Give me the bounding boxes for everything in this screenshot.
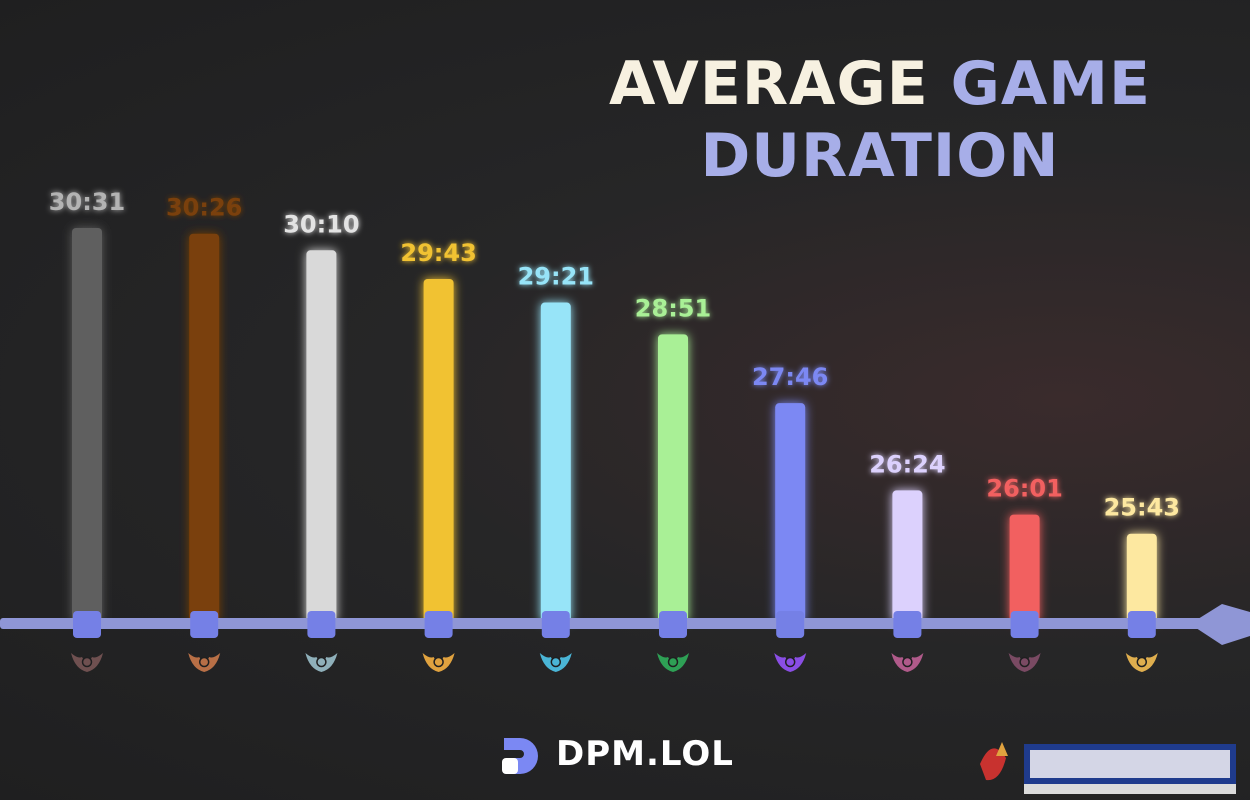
axis-marker-iron-emblem: [73, 611, 101, 638]
master-emblem-icon: [891, 653, 924, 672]
bronze-emblem-icon: [188, 653, 221, 672]
axis-marker-silver-emblem: [307, 611, 336, 638]
bar-bronze-emblem: [189, 233, 220, 622]
title-part-game-duration: GAME DURATION: [700, 49, 1151, 191]
bar-challenger-emblem: [1126, 533, 1157, 622]
chart-title: AVERAGE GAME DURATION: [560, 48, 1200, 192]
axis-marker-challenger-emblem: [1127, 611, 1156, 638]
bar-grandmaster-emblem: [1009, 514, 1040, 622]
gold-emblem-icon: [422, 653, 455, 672]
value-label-bronze-emblem: 30:26: [166, 194, 242, 222]
value-label-platinum-emblem: 29:21: [518, 263, 594, 291]
challenger-emblem-icon: [1125, 653, 1158, 672]
value-label-iron-emblem: 30:31: [49, 188, 125, 216]
axis-marker-emerald-emblem: [659, 611, 687, 638]
axis-marker-gold-emblem: [424, 611, 453, 638]
value-label-challenger-emblem: 25:43: [1104, 494, 1180, 522]
platinum-emblem-icon: [539, 653, 572, 672]
x-axis-arrow-head: [1190, 604, 1250, 645]
bar-chart: 30:31 30:26 30:10 29:43 29:21 28:51 27:46 26:24…: [0, 188, 1250, 672]
axis-marker-bronze-emblem: [190, 611, 219, 638]
emerald-emblem-icon: [657, 653, 689, 672]
diamond-emblem-icon: [774, 653, 807, 672]
axis-marker-platinum-emblem: [541, 611, 570, 638]
iron-emblem-icon: [71, 653, 103, 672]
value-label-master-emblem: 26:24: [869, 450, 945, 478]
silver-emblem-icon: [305, 653, 338, 672]
grandmaster-emblem-icon: [1008, 653, 1041, 672]
bar-silver-emblem: [306, 250, 337, 622]
dpm-logo-icon: [502, 738, 538, 774]
axis-marker-grandmaster-emblem: [1010, 611, 1039, 638]
bar-diamond-emblem: [775, 403, 806, 622]
bar-platinum-emblem: [540, 302, 571, 622]
value-label-diamond-emblem: 27:46: [752, 363, 828, 391]
watermark-logo-icon: [980, 742, 1236, 794]
axis-marker-master-emblem: [893, 611, 922, 638]
value-label-emerald-emblem: 28:51: [635, 294, 711, 322]
value-label-gold-emblem: 29:43: [400, 239, 476, 267]
value-label-silver-emblem: 30:10: [283, 210, 359, 238]
bar-emerald-emblem: [658, 334, 688, 622]
title-part-average: AVERAGE: [609, 49, 929, 119]
brand-name: DPM.LOL: [556, 734, 734, 774]
value-label-grandmaster-emblem: 26:01: [986, 475, 1062, 503]
axis-marker-diamond-emblem: [776, 611, 805, 638]
bar-master-emblem: [892, 490, 923, 622]
brand-logo: DPM.LOL: [500, 730, 734, 778]
bar-iron-emblem: [72, 228, 102, 622]
bar-gold-emblem: [423, 278, 454, 622]
